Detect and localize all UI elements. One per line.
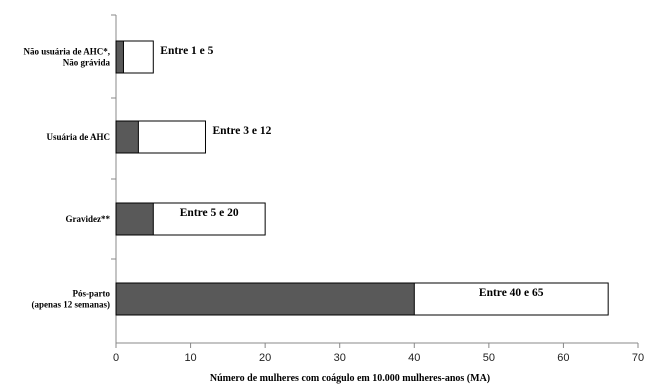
x-tick-label: 70 — [632, 352, 644, 364]
category-label: Pós-parto (apenas 12 semanas) — [31, 289, 110, 310]
bar-low-segment — [115, 120, 139, 154]
category-label-line: Usuária de AHC — [46, 132, 110, 142]
x-tick-label: 50 — [483, 352, 495, 364]
x-tick-label: 60 — [557, 352, 569, 364]
category-label: Não usuária de AHC*, Não grávida — [23, 47, 110, 68]
labels: Entre 1 e 5 Não usuária de AHC*, Não grávi… — [23, 45, 543, 310]
bar-low-segment — [115, 202, 154, 236]
category-label-line: (apenas 12 semanas) — [31, 300, 110, 310]
x-axis-title: Número de mulheres com coágulo em 10.000… — [210, 373, 490, 384]
x-tick-label: 30 — [334, 352, 346, 364]
category-label-line: Não grávida — [63, 58, 111, 68]
x-tick-label: 10 — [184, 352, 196, 364]
x-tick-label: 20 — [259, 352, 271, 364]
bars — [115, 40, 609, 316]
bar-low-segment — [115, 40, 124, 74]
bar-range-label: Entre 3 e 12 — [212, 125, 271, 137]
bar-range-label: Entre 5 e 20 — [180, 207, 239, 219]
category-label: Gravidez** — [66, 214, 111, 224]
x-tick-label: 0 — [113, 352, 119, 364]
bar-range-label: Entre 40 e 65 — [479, 287, 544, 299]
category-label-line: Pós-parto — [73, 289, 111, 299]
category-label-line: Não usuária de AHC*, — [23, 47, 110, 57]
category-label: Usuária de AHC — [46, 132, 110, 142]
bar-range-label: Entre 1 e 5 — [160, 45, 213, 57]
axes: 0 10 20 30 40 50 60 70 — [111, 14, 644, 364]
x-tick-label: 40 — [408, 352, 420, 364]
bar-low-segment — [115, 282, 415, 316]
category-label-line: Gravidez** — [66, 214, 111, 224]
